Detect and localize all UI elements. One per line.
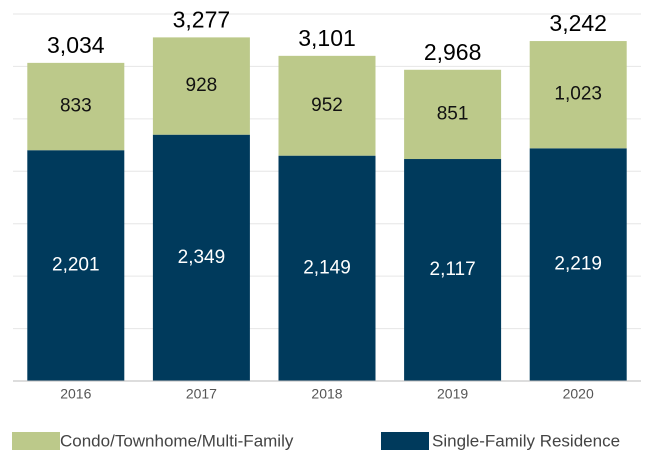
total-label: 3,101 — [298, 25, 356, 51]
total-label: 3,242 — [549, 10, 607, 36]
total-label: 2,968 — [424, 39, 482, 65]
value-label: 1,023 — [554, 84, 602, 105]
x-tick-label: 2019 — [437, 386, 468, 402]
bar-segment — [404, 69, 502, 160]
bar-segment — [529, 148, 627, 381]
legend-swatch — [381, 432, 429, 450]
bar-segment — [152, 37, 250, 135]
value-label: 2,349 — [178, 247, 226, 268]
value-label: 2,117 — [430, 259, 476, 280]
total-label: 3,277 — [173, 6, 231, 32]
bar-segment — [152, 134, 250, 381]
value-label: 952 — [311, 95, 343, 116]
x-tick-label: 2016 — [60, 386, 91, 402]
value-label: 2,219 — [554, 254, 602, 275]
total-label: 3,034 — [47, 32, 105, 58]
x-tick-label: 2018 — [311, 386, 342, 402]
value-label: 2,149 — [303, 257, 351, 278]
bar-segment — [27, 150, 125, 381]
x-tick-label: 2020 — [563, 386, 594, 402]
legend-label: Single-Family Residence — [432, 431, 620, 450]
bar-segment — [278, 55, 376, 156]
legend-swatch — [12, 432, 60, 450]
bar-segment — [529, 41, 627, 149]
value-label: 2,201 — [52, 255, 100, 276]
value-label: 851 — [437, 103, 469, 124]
bar-segment — [278, 155, 376, 381]
value-label: 833 — [60, 96, 92, 117]
bar-segment — [27, 62, 125, 151]
value-label: 928 — [186, 75, 218, 96]
legend-label: Condo/Townhome/Multi-Family — [60, 431, 294, 450]
bar-segment — [404, 159, 502, 381]
x-tick-label: 2017 — [186, 386, 217, 402]
